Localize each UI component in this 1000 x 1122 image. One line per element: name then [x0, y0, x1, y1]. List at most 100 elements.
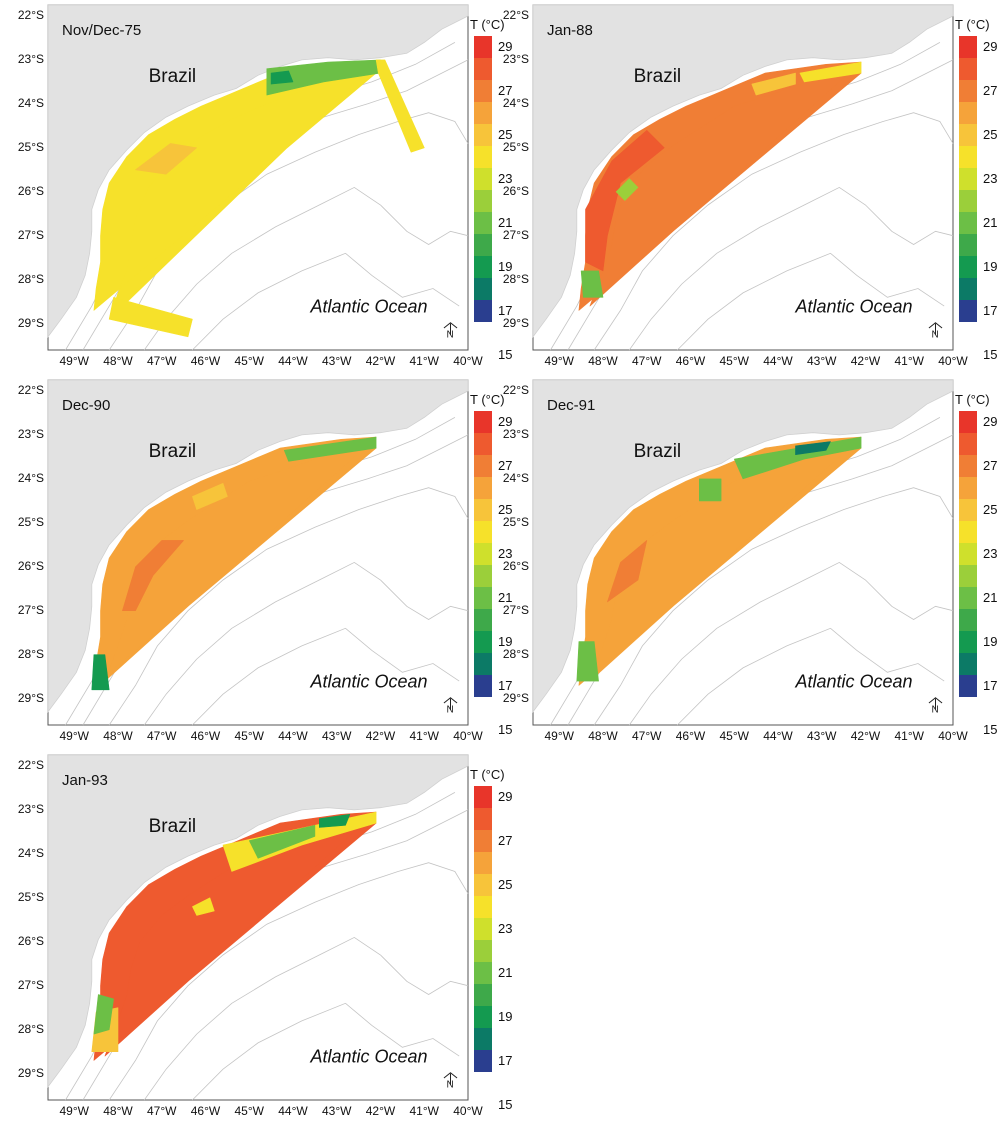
colorbar-title: T (°C) — [955, 392, 990, 407]
longitude-tick-label: 45°W — [229, 1104, 269, 1118]
longitude-tick-label: 41°W — [404, 729, 444, 743]
colorbar-tick-label: 27 — [983, 458, 997, 473]
map-canvas: Nov/Dec-75BrazilAtlantic OceanN — [48, 5, 468, 350]
colorbar-swatch — [959, 411, 977, 433]
colorbar-tick-label: 15 — [983, 347, 997, 362]
ocean-label: Atlantic Ocean — [795, 297, 913, 317]
longitude-tick-label: 43°W — [317, 354, 357, 368]
longitude-tick-label: 49°W — [539, 354, 579, 368]
colorbar-swatch — [959, 455, 977, 477]
latitude-tick-label: 25°S — [489, 515, 529, 529]
longitude-tick-label: 44°W — [273, 729, 313, 743]
longitude-tick-label: 42°W — [361, 1104, 401, 1118]
colorbar-swatch — [474, 874, 492, 896]
longitude-tick-label: 47°W — [142, 1104, 182, 1118]
longitude-tick-label: 42°W — [846, 354, 886, 368]
colorbar-tick-label: 21 — [983, 590, 997, 605]
longitude-tick-label: 47°W — [627, 354, 667, 368]
longitude-tick-label: 49°W — [54, 729, 94, 743]
colorbar-swatch — [474, 786, 492, 808]
map-panel-3: Dec-90 Brazil Atlantic Ocean N 22°S 23°S 24°S 2… — [48, 380, 468, 725]
latitude-tick-label: 29°S — [489, 316, 529, 330]
longitude-tick-label: 48°W — [98, 1104, 138, 1118]
colorbar-tick-label: 23 — [498, 921, 512, 936]
latitude-tick-label: 25°S — [4, 515, 44, 529]
latitude-tick-label: 22°S — [4, 383, 44, 397]
colorbar-tick-label: 17 — [983, 303, 997, 318]
ocean-label: Atlantic Ocean — [310, 1047, 428, 1067]
latitude-tick-label: 24°S — [4, 846, 44, 860]
temperature-contour — [271, 71, 293, 84]
longitude-tick-label: 40°W — [448, 1104, 488, 1118]
ocean-label: Atlantic Ocean — [310, 672, 428, 692]
colorbar-swatch — [959, 102, 977, 124]
map-panel-2: Jan-88 Brazil Atlantic Ocean N 22°S 23°S 24°S 2… — [533, 5, 953, 350]
longitude-tick-label: 43°W — [802, 354, 842, 368]
colorbar-tick-label: 23 — [983, 171, 997, 186]
longitude-tick-label: 45°W — [229, 729, 269, 743]
latitude-tick-label: 28°S — [4, 272, 44, 286]
colorbar-tick-label: 19 — [983, 634, 997, 649]
land-label: Brazil — [149, 66, 197, 87]
colorbar-swatch — [959, 256, 977, 278]
latitude-tick-label: 25°S — [4, 140, 44, 154]
longitude-tick-label: 43°W — [317, 729, 357, 743]
latitude-tick-label: 26°S — [489, 184, 529, 198]
latitude-tick-label: 23°S — [489, 427, 529, 441]
longitude-tick-label: 40°W — [933, 729, 973, 743]
colorbar-tick-label: 29 — [983, 39, 997, 54]
longitude-tick-label: 48°W — [98, 729, 138, 743]
colorbar-swatch — [474, 940, 492, 962]
colorbar-tick-label: 27 — [983, 83, 997, 98]
colorbar-swatch — [474, 962, 492, 984]
colorbar-tick-label: 17 — [498, 1053, 512, 1068]
longitude-tick-label: 46°W — [186, 1104, 226, 1118]
map-canvas: Dec-91 Brazil Atlantic Ocean N — [533, 380, 953, 725]
ocean-label: Atlantic Ocean — [310, 297, 428, 317]
longitude-tick-label: 42°W — [846, 729, 886, 743]
longitude-tick-label: 41°W — [889, 354, 929, 368]
colorbar-swatch — [959, 234, 977, 256]
colorbar-swatch — [959, 80, 977, 102]
longitude-tick-label: 44°W — [273, 1104, 313, 1118]
colorbar-tick-label: 29 — [983, 414, 997, 429]
colorbar-swatch — [959, 168, 977, 190]
colorbar-swatch — [959, 278, 977, 300]
latitude-tick-label: 23°S — [4, 802, 44, 816]
panel-title: Jan-88 — [547, 22, 593, 39]
latitude-tick-label: 29°S — [489, 691, 529, 705]
latitude-tick-label: 26°S — [4, 184, 44, 198]
latitude-tick-label: 28°S — [489, 272, 529, 286]
colorbar-swatch — [959, 477, 977, 499]
latitude-tick-label: 26°S — [4, 559, 44, 573]
colorbar-tick-label: 25 — [498, 877, 512, 892]
north-label: N — [447, 330, 454, 341]
latitude-tick-label: 29°S — [4, 1066, 44, 1080]
colorbar-swatch — [474, 984, 492, 1006]
colorbar-swatch — [474, 896, 492, 918]
longitude-tick-label: 46°W — [186, 729, 226, 743]
colorbar-swatch — [474, 830, 492, 852]
longitude-tick-label: 47°W — [142, 354, 182, 368]
longitude-tick-label: 42°W — [361, 729, 401, 743]
colorbar-swatch — [959, 146, 977, 168]
latitude-tick-label: 23°S — [4, 52, 44, 66]
colorbar-swatch — [959, 212, 977, 234]
colorbar-swatch — [959, 609, 977, 631]
colorbar-swatch — [959, 36, 977, 58]
colorbar-tick-label: 19 — [983, 259, 997, 274]
panel-title: Jan-93 — [62, 772, 108, 789]
latitude-tick-label: 28°S — [4, 1022, 44, 1036]
colorbar-tick-label: 15 — [498, 1097, 512, 1112]
longitude-tick-label: 47°W — [142, 729, 182, 743]
latitude-tick-label: 25°S — [4, 890, 44, 904]
colorbar-swatch — [474, 1028, 492, 1050]
ocean-label: Atlantic Ocean — [795, 672, 913, 692]
colorbar-tick-label: 27 — [498, 833, 512, 848]
latitude-tick-label: 24°S — [4, 96, 44, 110]
latitude-tick-label: 23°S — [489, 52, 529, 66]
colorbar-tick-label: 25 — [983, 502, 997, 517]
longitude-tick-label: 45°W — [714, 354, 754, 368]
land-label: Brazil — [634, 66, 682, 87]
